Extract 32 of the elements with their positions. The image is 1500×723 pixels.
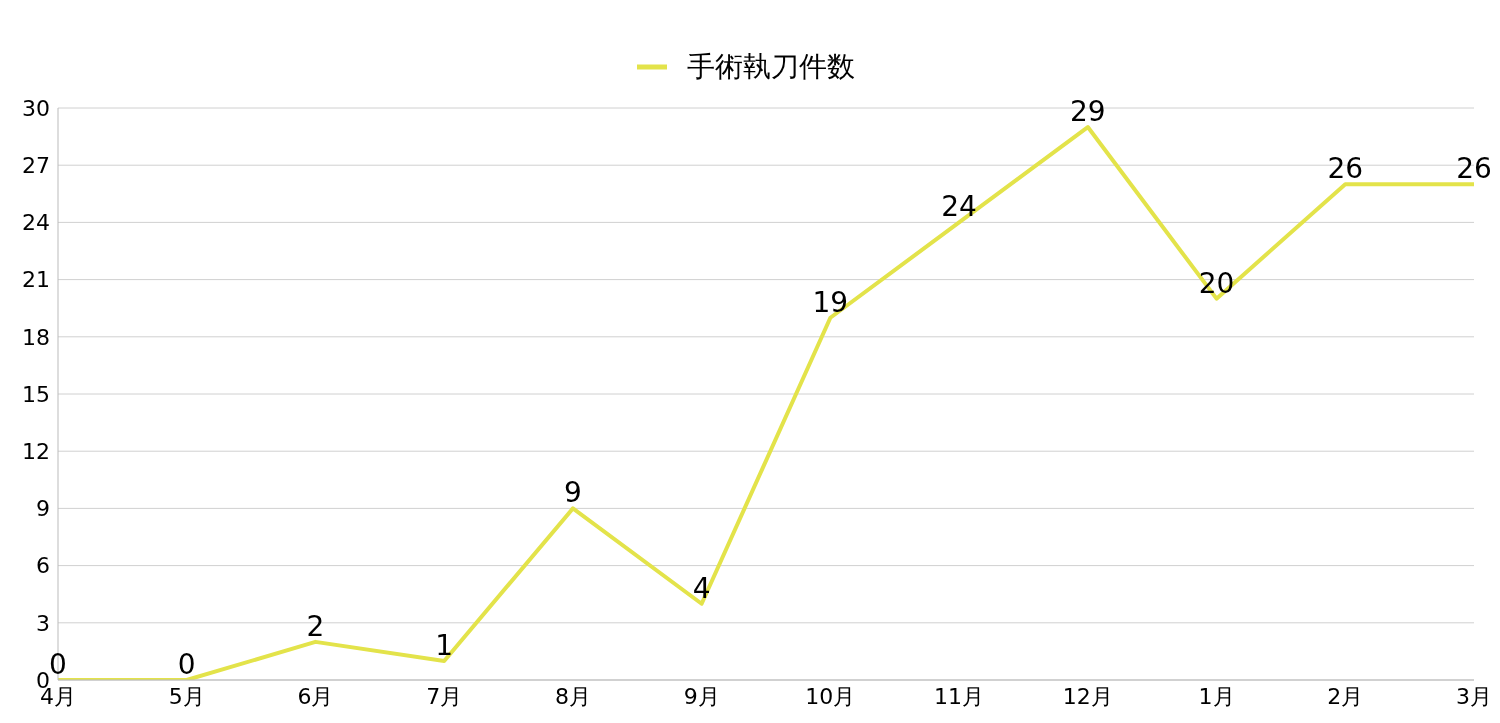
y-tick-label: 3 — [36, 610, 50, 636]
data-label: 26 — [1456, 152, 1492, 186]
y-tick-label: 27 — [22, 153, 50, 179]
x-tick-label: 3月 — [1456, 683, 1492, 709]
x-tick-label: 7月 — [426, 683, 463, 709]
x-tick-label: 11月 — [934, 683, 985, 709]
x-tick-label: 2月 — [1327, 683, 1364, 709]
x-tick-label: 6月 — [297, 683, 334, 709]
y-tick-label: 6 — [36, 553, 50, 579]
x-tick-label: 5月 — [168, 683, 205, 709]
data-label: 4 — [692, 571, 711, 605]
y-tick-label: 30 — [22, 95, 50, 121]
legend-label: 手術執刀件数 — [687, 49, 855, 85]
y-tick-label: 9 — [36, 496, 50, 522]
data-label: 29 — [1070, 95, 1106, 129]
data-label: 9 — [564, 476, 582, 510]
y-tick-label: 12 — [22, 439, 50, 465]
data-label: 24 — [941, 190, 977, 224]
x-tick-label: 9月 — [683, 683, 720, 709]
y-tick-label: 15 — [22, 381, 50, 407]
data-label: 2 — [306, 609, 325, 643]
data-label: 1 — [435, 628, 454, 662]
x-tick-label: 10月 — [805, 683, 856, 709]
data-label: 0 — [177, 648, 196, 681]
y-tick-label: 24 — [22, 210, 50, 236]
data-label: 19 — [812, 285, 849, 319]
x-tick-label: 1月 — [1198, 683, 1235, 709]
y-tick-label: 18 — [22, 324, 50, 350]
x-tick-label: 8月 — [554, 683, 591, 709]
x-tick-label: 12月 — [1062, 683, 1113, 709]
data-label: 26 — [1327, 152, 1364, 186]
y-tick-label: 21 — [22, 267, 50, 293]
